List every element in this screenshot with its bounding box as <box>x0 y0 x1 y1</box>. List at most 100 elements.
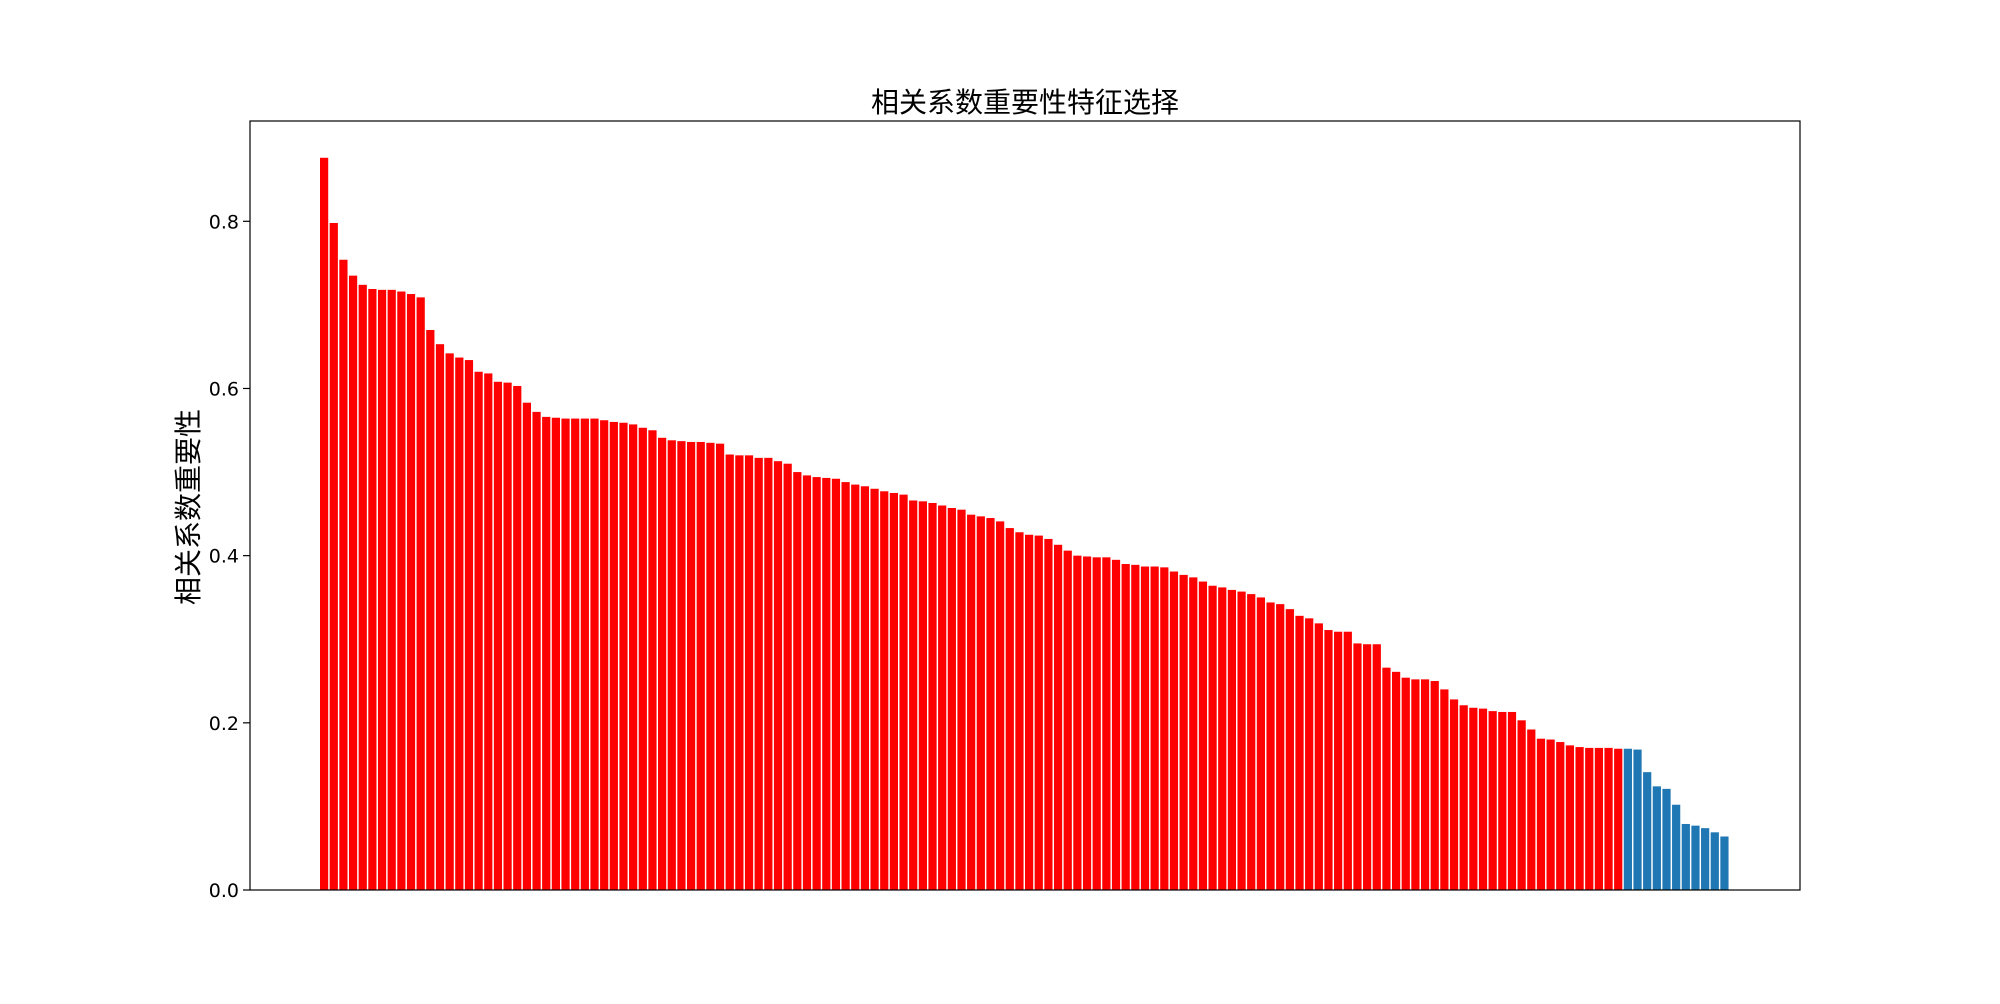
bar <box>1614 748 1623 890</box>
bar <box>841 482 850 890</box>
bar <box>744 455 754 890</box>
bar <box>348 275 358 890</box>
bar <box>918 501 927 890</box>
y-tick-label: 0.0 <box>209 880 239 902</box>
y-tick-label: 0.4 <box>209 546 239 568</box>
bar <box>1005 528 1014 890</box>
y-axis-label: 相关系数重要性 <box>172 409 205 605</box>
bar <box>715 443 725 890</box>
bar <box>1604 747 1613 890</box>
bar <box>1498 711 1507 890</box>
bar <box>339 259 348 890</box>
bar <box>513 385 522 890</box>
bar <box>445 353 454 890</box>
bar <box>590 418 599 890</box>
bar <box>1720 836 1729 890</box>
bar <box>1256 597 1265 890</box>
bar <box>358 284 367 891</box>
bar <box>1536 738 1546 890</box>
bar <box>851 484 860 890</box>
bar <box>1391 671 1401 890</box>
bar <box>1420 679 1430 890</box>
bar <box>1382 667 1391 890</box>
bar <box>1015 532 1024 890</box>
y-axis-ticks: 0.0 0.2 0.4 0.6 0.8 <box>209 211 250 902</box>
bar-series <box>320 157 1729 891</box>
bar <box>532 411 541 890</box>
bar <box>416 297 425 890</box>
bar <box>638 427 647 890</box>
bar <box>609 421 618 890</box>
bar <box>629 424 638 890</box>
bar <box>1594 747 1603 890</box>
bar <box>928 502 937 890</box>
bar <box>909 500 918 890</box>
bar <box>880 491 889 890</box>
bar <box>1189 577 1198 890</box>
bar <box>522 402 532 890</box>
bar <box>957 509 966 890</box>
bar <box>1247 594 1256 890</box>
bar <box>329 222 338 891</box>
bar <box>1643 772 1652 890</box>
bar <box>658 437 667 890</box>
bar <box>426 329 435 891</box>
bar <box>1102 557 1111 890</box>
bar <box>938 505 947 890</box>
bar <box>986 518 995 890</box>
bar <box>1372 644 1381 890</box>
bar <box>860 486 870 890</box>
bar <box>1401 677 1410 890</box>
bar <box>1314 623 1323 890</box>
bar <box>735 455 744 890</box>
bar <box>822 477 831 890</box>
bar <box>1169 571 1179 890</box>
bar <box>551 417 560 890</box>
bar <box>696 441 705 890</box>
bar <box>1025 534 1034 890</box>
bar <box>899 494 908 890</box>
bar <box>1237 591 1246 890</box>
bar <box>725 454 734 890</box>
bar <box>764 457 773 890</box>
bar <box>1208 585 1217 890</box>
bar <box>1527 729 1536 890</box>
bar <box>1575 747 1584 890</box>
y-tick-label: 0.2 <box>209 713 239 735</box>
bar <box>1478 708 1488 890</box>
bar <box>1034 535 1043 890</box>
bar <box>320 157 329 890</box>
plot-frame <box>249 120 1801 891</box>
bar <box>773 461 783 890</box>
bar <box>1073 555 1082 890</box>
bar <box>812 477 821 890</box>
bar <box>542 416 551 890</box>
bar <box>1556 742 1565 890</box>
bar <box>1285 609 1294 890</box>
bar <box>1131 564 1140 890</box>
bar <box>686 441 696 890</box>
bar <box>1063 550 1072 890</box>
bar <box>1710 832 1719 890</box>
bar <box>996 521 1005 890</box>
chart-title: 相关系数重要性特征选择 <box>871 86 1179 119</box>
bar <box>1324 630 1333 890</box>
bar <box>464 360 474 890</box>
bar <box>1633 749 1642 890</box>
bar <box>1449 699 1459 890</box>
bar <box>1266 602 1275 890</box>
bar <box>667 440 676 890</box>
bar <box>706 442 715 890</box>
bar <box>1469 707 1478 890</box>
bar <box>1440 689 1449 890</box>
bar <box>368 289 377 890</box>
bar <box>474 371 483 890</box>
bar <box>1691 825 1700 890</box>
bar <box>1218 587 1227 890</box>
bar <box>503 382 512 890</box>
bar <box>406 294 416 890</box>
bar <box>1623 748 1632 890</box>
bar <box>1160 567 1169 890</box>
